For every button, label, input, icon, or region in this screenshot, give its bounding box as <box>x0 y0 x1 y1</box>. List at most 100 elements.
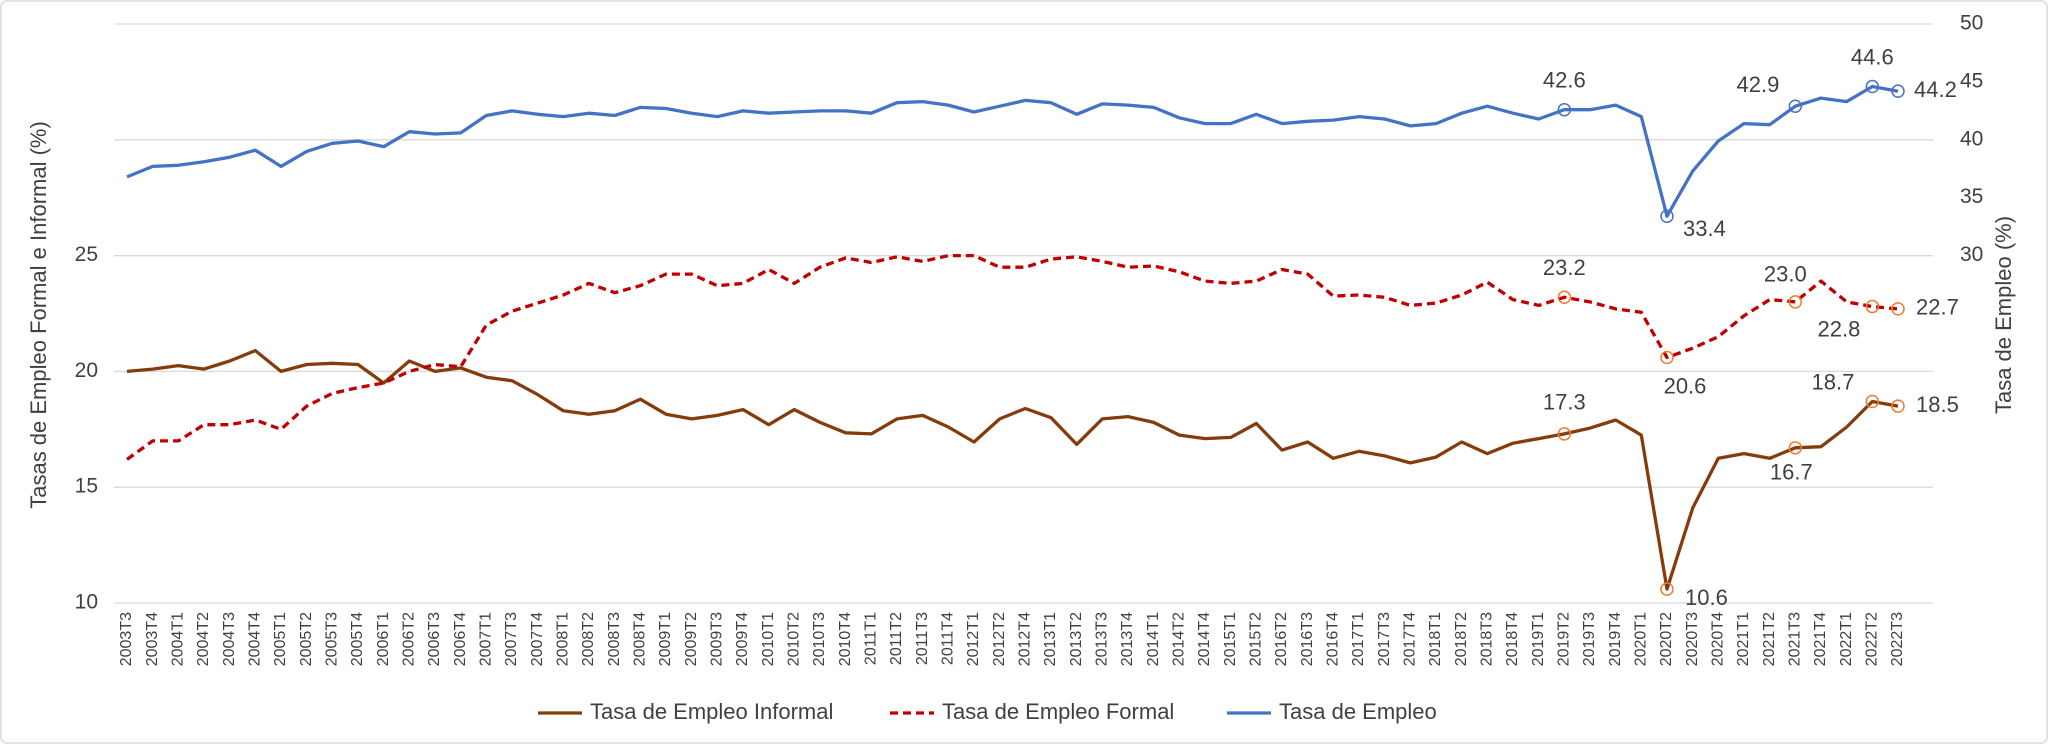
point-marker <box>1865 299 1880 314</box>
x-tick-label: 2012T4 <box>1017 612 1034 666</box>
x-tick-label: 2006T4 <box>452 612 469 666</box>
x-tick-label: 2009T3 <box>709 612 726 666</box>
x-tick-label: 2015T1 <box>1222 612 1239 666</box>
point-marker <box>1865 79 1880 94</box>
x-tick-label: 2018T3 <box>1479 612 1496 666</box>
x-tick-label: 2008T1 <box>555 612 572 666</box>
x-tick-label: 2016T4 <box>1325 612 1342 666</box>
x-tick-label: 2008T3 <box>606 612 623 666</box>
x-tick-label: 2011T1 <box>863 612 880 665</box>
x-tick-label: 2019T4 <box>1607 612 1624 666</box>
data-label: 18.7 <box>1812 369 1855 394</box>
x-tick-label: 2011T2 <box>888 612 905 665</box>
y2-axis-title: Tasa de Empleo (%) <box>1991 216 2016 414</box>
point-marker <box>1788 295 1803 309</box>
x-tick-label: 2018T2 <box>1453 612 1470 666</box>
x-tick-label: 2019T3 <box>1581 612 1598 666</box>
y-tick-label: 10 <box>75 591 98 614</box>
data-label: 44.2 <box>1914 77 1957 102</box>
x-tick-label: 2009T2 <box>683 612 700 666</box>
data-label: 10.6 <box>1685 585 1728 610</box>
x-tick-label: 2007T4 <box>529 612 546 666</box>
data-label: 42.6 <box>1543 68 1586 93</box>
point-marker <box>1891 399 1905 413</box>
x-tick-label: 2009T1 <box>657 612 674 666</box>
legend-label: Tasa de Empleo Informal <box>590 699 833 724</box>
x-tick-label: 2005T3 <box>324 612 341 666</box>
series-line <box>126 348 1899 591</box>
x-tick-label: 2004T4 <box>247 612 264 666</box>
series-line <box>126 84 1899 218</box>
x-tick-label: 2011T3 <box>914 612 931 665</box>
x-tick-label: 2004T1 <box>170 612 187 666</box>
x-tick-label: 2012T2 <box>991 612 1008 666</box>
x-tick-label: 2003T3 <box>118 612 135 666</box>
x-tick-label: 2003T4 <box>144 612 161 666</box>
x-tick-label: 2004T2 <box>195 612 212 666</box>
x-tick-label: 2009T4 <box>734 612 751 666</box>
x-tick-label: 2021T1 <box>1735 612 1752 666</box>
x-tick-label: 2013T2 <box>1068 612 1085 666</box>
x-tick-label: 2008T2 <box>580 612 597 666</box>
x-tick-label: 2020T1 <box>1633 612 1650 666</box>
x-tick-label: 2006T2 <box>401 612 418 666</box>
y2-tick-label: 35 <box>1960 185 1983 208</box>
x-tick-label: 2016T2 <box>1273 612 1290 666</box>
x-tick-label: 2018T1 <box>1427 612 1444 666</box>
x-tick-label: 2022T1 <box>1838 612 1855 666</box>
x-tick-label: 2010T2 <box>786 612 803 666</box>
data-label: 44.6 <box>1851 44 1894 69</box>
x-tick-label: 2014T4 <box>1196 612 1213 666</box>
point-marker <box>1660 209 1674 223</box>
x-tick-label: 2005T1 <box>272 612 289 666</box>
data-label: 23.2 <box>1543 255 1586 280</box>
y-axis-title: Tasas de Empleo Formal e Informal (%) <box>26 121 51 509</box>
data-label: 42.9 <box>1737 72 1780 97</box>
x-tick-label: 2004T3 <box>221 612 238 666</box>
x-tick-label: 2007T3 <box>503 612 520 666</box>
legend-label: Tasa de Empleo Formal <box>942 699 1174 724</box>
y-tick-label: 15 <box>75 475 98 498</box>
point-marker <box>1557 102 1572 117</box>
x-tick-label: 2005T2 <box>298 612 315 666</box>
y2-tick-label: 40 <box>1960 127 1983 150</box>
x-tick-label: 2021T3 <box>1787 612 1804 666</box>
y2-tick-label: 50 <box>1960 12 1983 35</box>
x-tick-label: 2010T3 <box>811 612 828 666</box>
x-tick-label: 2005T4 <box>349 612 366 666</box>
point-marker <box>1660 350 1674 365</box>
data-label: 22.7 <box>1916 295 1959 320</box>
data-label: 20.6 <box>1664 373 1707 398</box>
x-tick-label: 2019T2 <box>1556 612 1573 666</box>
y2-tick-label: 30 <box>1960 243 1983 266</box>
x-tick-label: 2014T1 <box>1145 612 1162 666</box>
x-tick-label: 2019T1 <box>1530 612 1547 666</box>
x-tick-label: 2021T2 <box>1761 612 1778 666</box>
x-tick-label: 2022T2 <box>1864 612 1881 666</box>
x-tick-label: 2011T4 <box>940 612 957 665</box>
x-tick-label: 2020T2 <box>1658 612 1675 666</box>
point-marker <box>1891 302 1905 316</box>
point-marker <box>1788 441 1803 455</box>
y-tick-label: 25 <box>75 243 98 266</box>
x-tick-label: 2020T3 <box>1684 612 1701 666</box>
x-tick-label: 2016T3 <box>1299 612 1316 666</box>
x-tick-label: 2017T1 <box>1350 612 1367 666</box>
x-tick-label: 2013T4 <box>1119 612 1136 666</box>
point-marker <box>1788 99 1803 113</box>
data-label: 18.5 <box>1916 392 1959 417</box>
x-tick-label: 2010T1 <box>760 612 777 666</box>
x-tick-label: 2007T1 <box>478 612 495 666</box>
data-label: 22.8 <box>1818 316 1861 341</box>
point-marker <box>1891 84 1905 98</box>
x-tick-label: 2015T2 <box>1248 612 1265 666</box>
x-tick-label: 2006T3 <box>426 612 443 666</box>
point-marker <box>1557 427 1572 441</box>
x-tick-label: 2014T2 <box>1171 612 1188 666</box>
x-tick-label: 2020T4 <box>1710 612 1727 666</box>
data-label: 17.3 <box>1543 390 1586 415</box>
x-tick-label: 2017T4 <box>1402 612 1419 666</box>
legend-label: Tasa de Empleo <box>1279 699 1437 724</box>
x-tick-label: 2021T4 <box>1812 612 1829 666</box>
